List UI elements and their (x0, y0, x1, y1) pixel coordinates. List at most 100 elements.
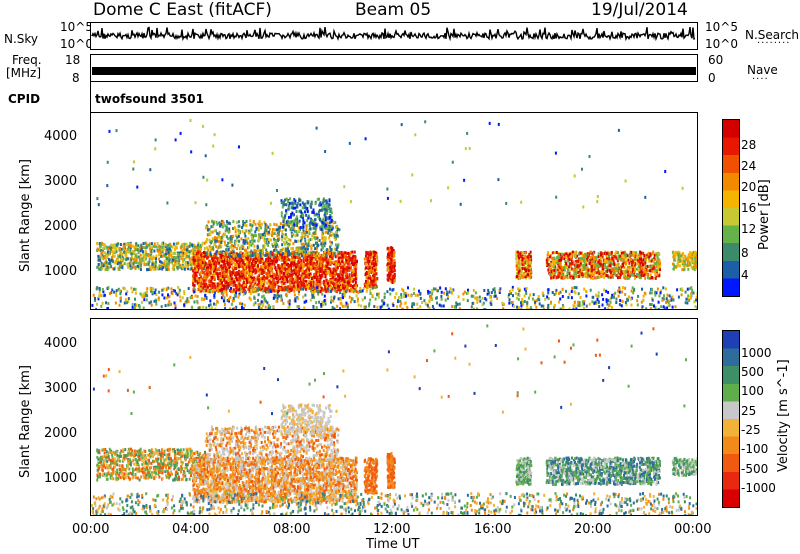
heatmap-cell (292, 264, 295, 268)
heatmap-cell (610, 305, 613, 309)
heatmap-cell (334, 238, 337, 242)
heatmap-cell (254, 251, 257, 255)
heatmap-cell (330, 227, 333, 231)
heatmap-cell (392, 280, 395, 284)
heatmap-cell (225, 270, 228, 274)
heatmap-cell (288, 299, 291, 303)
heatmap-cell (122, 286, 125, 290)
heatmap-cell (254, 230, 257, 234)
heatmap-cell (213, 269, 216, 273)
heatmap-cell (239, 278, 242, 282)
heatmap-cell (155, 293, 158, 296)
heatmap-cell (329, 274, 332, 278)
heatmap-cell (601, 293, 604, 297)
heatmap-cell (309, 238, 312, 241)
heatmap-cell (106, 265, 109, 269)
heatmap-cell (221, 266, 223, 270)
heatmap-cell (251, 238, 253, 242)
beam-label: Beam 05 (355, 0, 432, 20)
heatmap-cell (105, 256, 107, 260)
heatmap-cell (340, 266, 343, 270)
heatmap-cell (324, 258, 327, 262)
heatmap-cell (231, 271, 234, 275)
heatmap-cell (621, 286, 624, 290)
heatmap-cell (189, 267, 192, 271)
heatmap-cell (330, 215, 333, 219)
heatmap-cell (290, 262, 293, 266)
heatmap-cell (245, 285, 248, 289)
heatmap-cell (244, 237, 247, 241)
heatmap-cell (200, 281, 203, 285)
heatmap-cell (284, 198, 286, 202)
heatmap-cell (209, 285, 212, 289)
heatmap-cell (332, 268, 335, 272)
heatmap-cell (400, 295, 403, 299)
heatmap-cell (215, 303, 217, 306)
heatmap-cell (172, 251, 175, 255)
heatmap-cell (215, 229, 218, 233)
heatmap-cell (368, 259, 371, 263)
heatmap-cell (142, 253, 145, 257)
heatmap-cell (244, 283, 247, 287)
heatmap-cell (273, 232, 276, 236)
heatmap-cell (346, 265, 349, 269)
heatmap-cell (218, 281, 220, 285)
heatmap-cell (96, 242, 99, 245)
heatmap-cell (211, 246, 214, 250)
heatmap-cell (282, 252, 284, 256)
heatmap-cell (178, 262, 181, 266)
heatmap-cell (196, 268, 198, 272)
heatmap-cell (324, 218, 327, 222)
heatmap-cell (249, 254, 252, 258)
heatmap-cell (302, 281, 304, 285)
heatmap-cell (359, 286, 362, 290)
heatmap-cell (351, 274, 353, 278)
heatmap-cell (115, 260, 118, 264)
heatmap-cell (206, 253, 209, 257)
heatmap-cell (140, 261, 143, 265)
heatmap-cell (181, 296, 184, 300)
heatmap-cell (294, 297, 297, 301)
heatmap-cell (308, 251, 311, 255)
heatmap-cell (299, 226, 302, 229)
heatmap-cell (301, 201, 304, 205)
heatmap-cell (658, 294, 661, 298)
heatmap-cell (229, 250, 232, 254)
heatmap-cell (313, 272, 316, 276)
heatmap-cell (305, 280, 308, 283)
heatmap-cell (270, 264, 273, 268)
heatmap-cell (383, 292, 386, 296)
heatmap-cell (372, 258, 375, 262)
heatmap-cell (345, 283, 347, 287)
heatmap-cell (241, 273, 244, 277)
heatmap-cell (202, 282, 205, 286)
heatmap-cell (331, 261, 334, 265)
heatmap-cell (319, 262, 322, 266)
heatmap-cell (248, 278, 251, 281)
heatmap-cell (288, 221, 291, 224)
heatmap-cell (110, 258, 113, 262)
heatmap-cell (324, 253, 327, 257)
heatmap-cell (234, 230, 237, 234)
heatmap-cell (158, 257, 161, 261)
heatmap-cell (327, 263, 330, 267)
heatmap-cell (213, 275, 216, 279)
heatmap-cell (250, 266, 253, 270)
heatmap-cell (291, 234, 294, 238)
heatmap-cell (208, 244, 211, 248)
heatmap-cell (272, 285, 275, 289)
heatmap-cell (315, 212, 318, 216)
heatmap-cell (303, 247, 306, 251)
heatmap-cell (537, 298, 540, 301)
heatmap-cell (264, 262, 267, 266)
heatmap-cell (273, 285, 276, 289)
heatmap-cell (275, 223, 278, 227)
heatmap-cell (173, 264, 176, 268)
heatmap-cell (404, 301, 407, 305)
heatmap-cell (306, 273, 309, 277)
heatmap-cell (235, 259, 238, 263)
heatmap-cell (369, 298, 372, 302)
heatmap-cell (609, 300, 612, 304)
heatmap-cell (195, 264, 198, 268)
heatmap-cell (309, 220, 312, 224)
